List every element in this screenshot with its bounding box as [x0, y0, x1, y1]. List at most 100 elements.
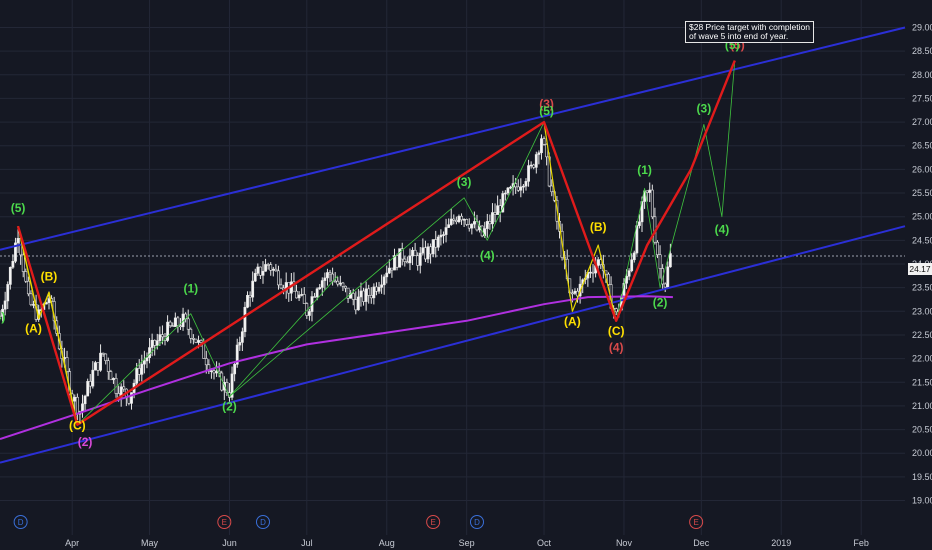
candle-body	[607, 273, 610, 285]
candle-body	[3, 300, 7, 310]
candle-body	[14, 242, 17, 262]
time-tick-label: Aug	[379, 538, 395, 548]
candle-body	[259, 266, 262, 276]
candle-body	[109, 371, 113, 381]
channel-upper-line	[0, 26, 906, 251]
candle-body	[400, 248, 404, 260]
candle-body	[382, 276, 386, 286]
wave-labels-layer: (5)(B)(A)(C)(2)(1)(2)(3)(4)(3)(5)(A)(B)(…	[0, 38, 745, 449]
wave-label: (4)	[609, 341, 624, 355]
candle-body	[176, 317, 180, 327]
wave-label: (2)	[653, 296, 668, 310]
time-tick-label: Jul	[301, 538, 313, 548]
candle-body	[197, 340, 200, 343]
candle-body	[596, 259, 600, 266]
candle-body	[354, 299, 358, 311]
time-tick-label: Apr	[65, 538, 79, 548]
wave-label: (2)	[78, 435, 93, 449]
price-tick-label: 26.00	[912, 164, 932, 174]
yellow-correction-path	[543, 122, 617, 321]
candle-body	[302, 294, 306, 304]
candle-body	[614, 308, 618, 313]
candle-body	[122, 386, 126, 390]
candle-body	[313, 296, 316, 298]
candle-body	[498, 205, 502, 213]
candle-body	[246, 294, 249, 308]
candle-body	[570, 292, 574, 295]
candle-body	[8, 267, 12, 285]
candle-body	[387, 267, 391, 274]
candle-body	[93, 362, 97, 371]
event-marker	[217, 515, 232, 529]
candle-body	[148, 347, 151, 358]
candle-body	[253, 273, 257, 282]
candle-body	[627, 270, 631, 277]
event-marker	[689, 515, 704, 529]
price-tick-label: 20.50	[912, 425, 932, 435]
candle-body	[137, 368, 141, 375]
candle-body	[527, 165, 530, 182]
candle-body	[364, 288, 368, 302]
candle-body	[308, 311, 311, 316]
candle-body	[395, 255, 399, 268]
price-tick-label: 29.00	[912, 22, 932, 32]
candle-body	[73, 396, 77, 402]
price-tick-label: 28.00	[912, 70, 932, 80]
candle-body	[650, 189, 654, 218]
candle-body	[210, 370, 213, 372]
candle-body	[271, 268, 275, 271]
candle-body	[83, 395, 87, 405]
candle-body	[189, 328, 193, 339]
price-tick-label: 21.00	[912, 401, 932, 411]
candle-body	[542, 138, 546, 145]
candle-body	[426, 246, 430, 260]
candle-body	[473, 221, 476, 225]
candle-body	[380, 284, 383, 288]
candle-body	[204, 358, 208, 366]
green-wave-path-1	[77, 121, 545, 426]
candle-body	[470, 223, 474, 229]
candle-body	[413, 249, 417, 257]
price-tick-label: 24.50	[912, 235, 932, 245]
candle-body	[550, 185, 554, 193]
candle-body	[663, 283, 667, 288]
candle-body	[666, 266, 670, 288]
candle-body	[1, 308, 4, 317]
candle-body	[16, 238, 20, 244]
candle-body	[269, 264, 273, 271]
price-tick-label: 21.50	[912, 377, 932, 387]
candle-body	[191, 337, 195, 340]
candle-body	[179, 325, 182, 328]
candle-body	[32, 304, 35, 306]
candle-body	[356, 296, 360, 311]
candle-body	[153, 339, 157, 346]
candle-body	[248, 294, 252, 298]
candle-body	[457, 215, 461, 223]
wave-label: (C)	[608, 324, 625, 338]
candle-body	[668, 253, 672, 268]
candle-body	[256, 266, 260, 274]
candle-body	[295, 290, 298, 299]
price-target-note: $28 Price target with completion of wave…	[685, 21, 814, 43]
candle-body	[240, 331, 244, 343]
candle-body	[251, 280, 255, 298]
candle-body	[338, 282, 342, 285]
candle-body	[346, 287, 350, 299]
candle-body	[26, 280, 30, 295]
candle-body	[235, 344, 239, 365]
candle-body	[112, 378, 115, 381]
candle-body	[362, 290, 365, 302]
candle-body	[297, 294, 301, 299]
candle-body	[344, 285, 347, 289]
candle-body	[573, 290, 577, 294]
wave-label: (2)	[222, 400, 237, 414]
candle-body	[522, 185, 525, 188]
time-tick-label: Dec	[693, 538, 710, 548]
wave-label: (5)	[11, 201, 26, 215]
candle-body	[142, 360, 146, 365]
current-price-tag: 24.17	[908, 263, 932, 275]
price-tick-label: 20.00	[912, 448, 932, 458]
candle-body	[264, 264, 267, 272]
candle-body	[21, 254, 25, 272]
